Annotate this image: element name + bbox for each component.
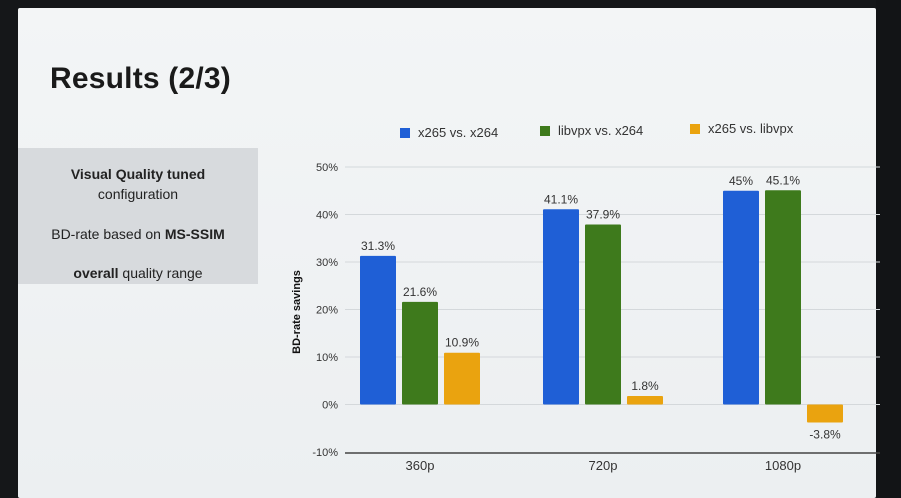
info-line-3: overall quality range [18, 265, 258, 281]
bar-720p-s3 [627, 395, 663, 405]
data-label-720p-s2: 37.9% [586, 207, 620, 221]
data-label-720p-s3: 1.8% [631, 379, 659, 393]
data-label-360p-s1: 31.3% [361, 239, 395, 253]
data-label-1080p-s1: 45% [729, 174, 753, 188]
info-bold-2: MS-SSIM [164, 226, 225, 242]
info-line-1b: configuration [97, 186, 179, 202]
data-label-1080p-s2: 45.1% [766, 173, 800, 187]
bar-1080p-s3 [807, 404, 843, 423]
data-label-360p-s3: 10.9% [445, 336, 479, 350]
bar-360p-s1 [360, 255, 396, 405]
x-category-label-1: 720p [589, 458, 618, 473]
info-rest-3: quality range [118, 265, 203, 281]
info-pre-2: BD-rate based on [51, 226, 165, 242]
y-tick-label-6: 50% [316, 162, 338, 174]
info-bold-1: Visual Quality tuned [70, 166, 206, 182]
bar-720p-s1 [543, 209, 579, 405]
y-tick-label-2: 10% [316, 352, 338, 364]
legend-swatch-2 [540, 125, 550, 136]
bar-1080p-s1 [723, 190, 759, 405]
legend-label-1: x265 vs. x264 [418, 125, 499, 140]
legend-label-2: libvpx vs. x264 [558, 123, 644, 138]
bar-720p-s2 [585, 224, 621, 405]
data-label-360p-s2: 21.6% [403, 285, 437, 299]
legend-label-3: x265 vs. libvpx [708, 121, 794, 136]
y-tick-label-4: 30% [316, 257, 338, 269]
info-box: Visual Quality tuned configuration BD-ra… [18, 148, 258, 284]
y-tick-label-0: -10% [312, 447, 338, 459]
bar-1080p-s2 [765, 190, 801, 405]
y-tick-label-5: 40% [316, 210, 338, 222]
bar-360p-s2 [402, 301, 438, 405]
bar-360p-s3 [444, 352, 480, 405]
info-bold-3: overall [73, 265, 119, 281]
legend-item-1: x265 vs. x264 [400, 125, 498, 140]
x-category-label-2: 1080p [765, 458, 801, 473]
y-tick-label-1: 0% [322, 400, 338, 412]
data-label-720p-s1: 41.1% [544, 192, 578, 206]
dark-edge [876, 0, 901, 498]
data-label-1080p-s3: -3.8% [809, 428, 841, 442]
y-axis-label: BD-rate savings [291, 270, 303, 354]
legend-item-2: libvpx vs. x264 [540, 123, 643, 138]
info-line-2: BD-rate based on MS-SSIM [18, 226, 258, 242]
legend-item-3: x265 vs. libvpx [690, 121, 793, 136]
legend-swatch-3 [690, 123, 700, 134]
slide-title: Results (2/3) [50, 62, 231, 95]
y-tick-label-3: 20% [316, 305, 338, 317]
info-line-1a: Visual Quality tuned [18, 166, 258, 182]
legend-swatch-1 [400, 127, 410, 138]
x-category-label-0: 360p [406, 458, 435, 473]
